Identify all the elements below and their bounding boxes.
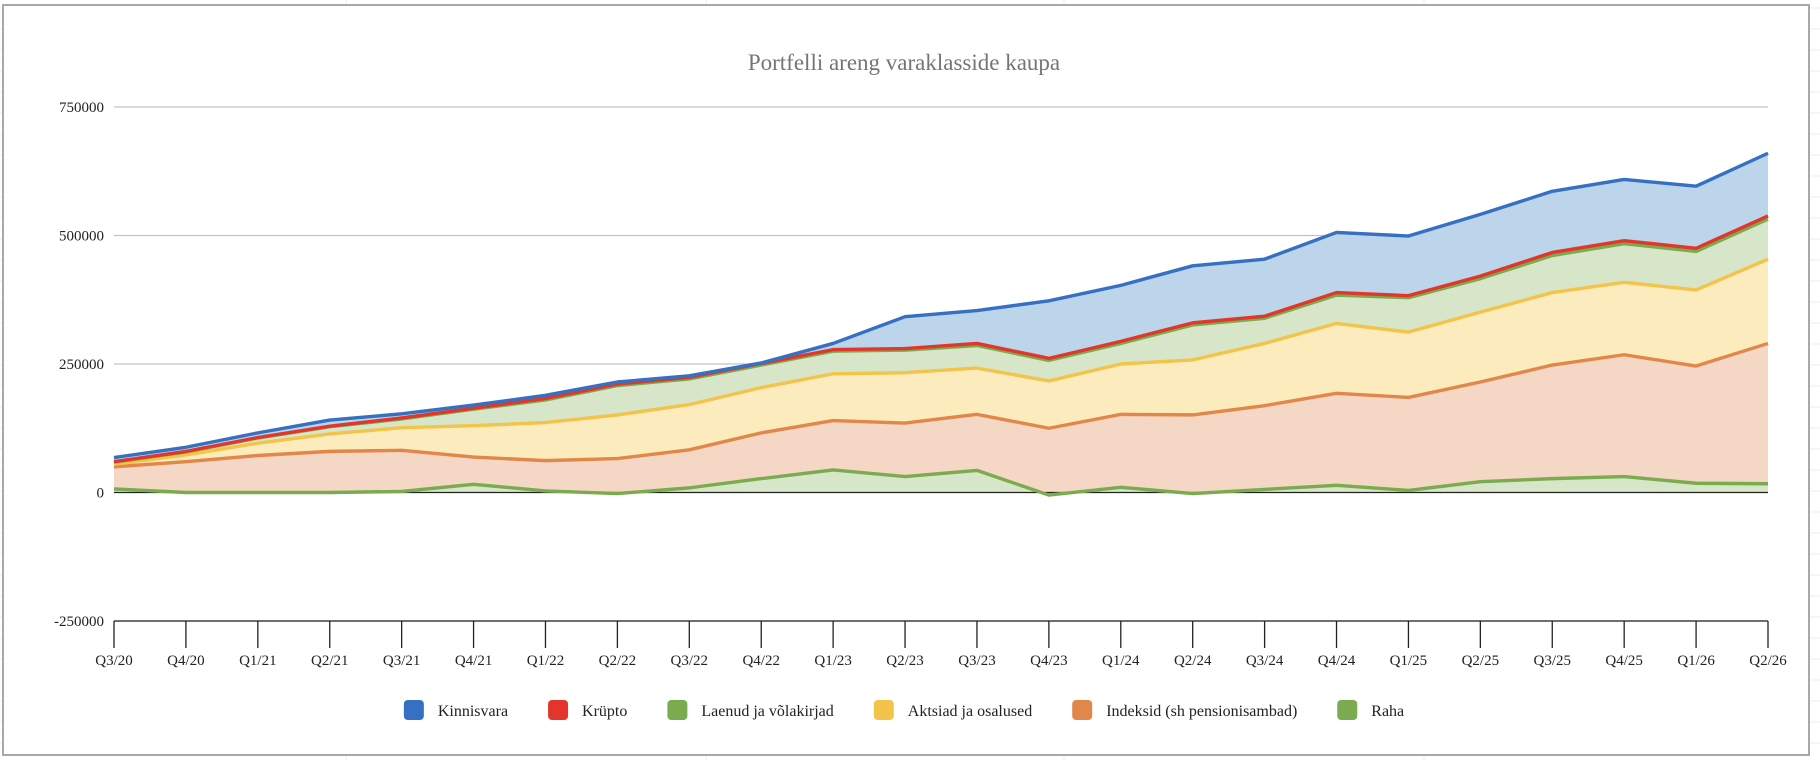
x-tick-label: Q1/26 (1677, 653, 1715, 669)
legend-label: Kinnisvara (438, 703, 508, 720)
legend-item-kr-pto[interactable]: Krüpto (548, 700, 627, 720)
legend-swatch (548, 700, 569, 720)
x-tick-label: Q3/22 (671, 653, 709, 669)
x-tick-label: Q3/20 (95, 653, 133, 669)
chart-container[interactable]: Portfelli areng varaklasside kaupa -2500… (2, 4, 1810, 756)
y-tick-label: 750000 (59, 100, 104, 116)
x-tick-label: Q1/21 (239, 653, 277, 669)
legend-label: Aktsiad ja osalused (908, 703, 1032, 720)
y-tick-label: 250000 (59, 357, 104, 373)
x-tick-label: Q3/25 (1534, 653, 1572, 669)
area-raha (114, 469, 1768, 496)
x-axis: Q3/20 Q4/20 Q1/21 Q2/21 Q3/21 Q4/21 Q1/22 Q2/22… (95, 620, 1787, 669)
y-tick-label: 0 (97, 486, 105, 502)
x-tick-label: Q4/25 (1605, 653, 1643, 669)
chart-title: Portfelli areng varaklasside kaupa (748, 50, 1060, 75)
x-tick-label: Q4/20 (167, 653, 205, 669)
legend: Kinnisvara Krüpto Laenud ja võlakirjad Akts… (403, 700, 1404, 720)
stacked-area-chart: Portfelli areng varaklasside kaupa -2500… (54, 50, 1787, 720)
legend-swatch (403, 700, 424, 720)
legend-swatch (873, 700, 894, 720)
x-tick-label: Q1/25 (1390, 653, 1428, 669)
y-tick-label: -250000 (54, 614, 104, 630)
x-tick-label: Q2/24 (1174, 653, 1212, 669)
legend-swatch (1337, 700, 1358, 720)
series-areas (114, 153, 1768, 496)
x-tick-label: Q3/24 (1246, 653, 1284, 669)
x-tick-label: Q3/21 (383, 653, 421, 669)
x-tick-label: Q2/26 (1749, 653, 1787, 669)
legend-swatch (667, 700, 688, 720)
x-tick-label: Q3/23 (958, 653, 996, 669)
x-tick-label: Q2/22 (599, 653, 637, 669)
series-lines (113, 151, 1769, 497)
x-tick-label: Q4/23 (1030, 653, 1068, 669)
legend-label: Indeksid (sh pensionisambad) (1106, 703, 1297, 720)
legend-swatch (1072, 700, 1093, 720)
y-axis: -250000 0 250000 500000 750000 (54, 100, 104, 630)
x-tick-label: Q2/21 (311, 653, 349, 669)
y-tick-label: 500000 (59, 229, 104, 245)
line-kr-pto (113, 214, 1769, 464)
line-indeksid-sh-pensionisambad- (113, 341, 1769, 469)
legend-item-raha[interactable]: Raha (1337, 700, 1404, 720)
line-kinnisvara (113, 151, 1769, 460)
legend-label: Raha (1371, 703, 1404, 720)
legend-label: Krüpto (582, 703, 627, 720)
legend-label: Laenud ja võlakirjad (701, 703, 833, 720)
x-tick-label: Q4/22 (742, 653, 780, 669)
line-aktsiad-ja-osalused (113, 257, 1769, 466)
x-tick-label: Q1/24 (1102, 653, 1140, 669)
legend-item-indeksid-sh-pensionisambad-[interactable]: Indeksid (sh pensionisambad) (1072, 700, 1297, 720)
legend-item-laenud-ja-v-lakirjad[interactable]: Laenud ja võlakirjad (667, 700, 834, 720)
legend-item-aktsiad-ja-osalused[interactable]: Aktsiad ja osalused (873, 700, 1032, 720)
x-tick-label: Q4/24 (1318, 653, 1356, 669)
x-tick-label: Q2/23 (886, 653, 924, 669)
legend-item-kinnisvara[interactable]: Kinnisvara (403, 700, 508, 720)
x-tick-label: Q4/21 (455, 653, 493, 669)
x-tick-label: Q2/25 (1462, 653, 1500, 669)
x-tick-label: Q1/23 (814, 653, 852, 669)
x-tick-label: Q1/22 (527, 653, 565, 669)
line-raha (113, 468, 1769, 497)
area-aktsiad-ja-osalused (114, 259, 1768, 467)
